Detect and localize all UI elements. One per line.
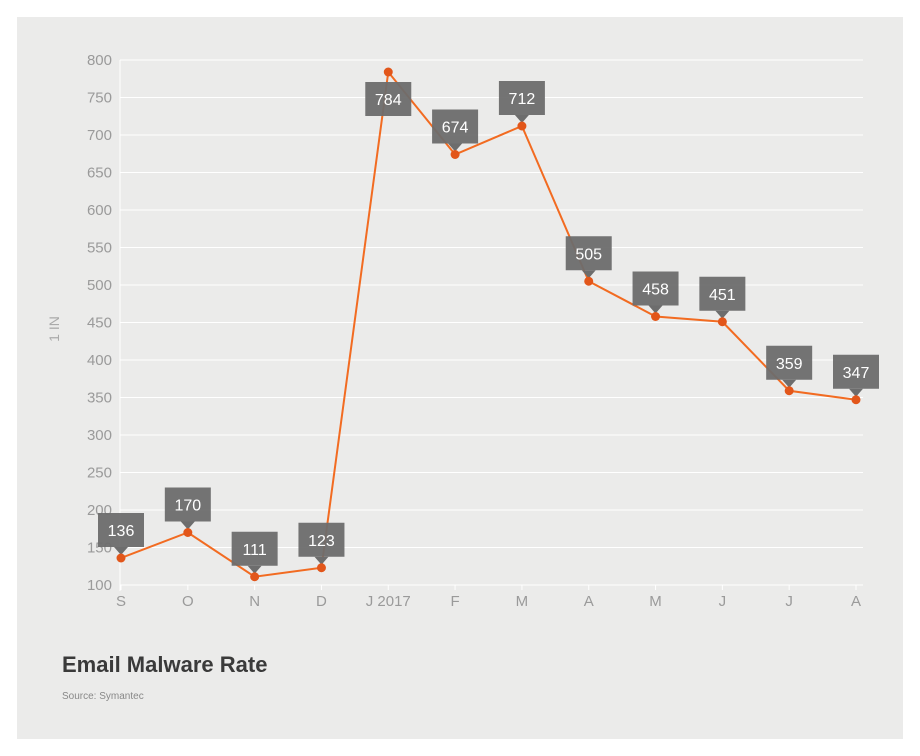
chart-title: Email Malware Rate — [62, 652, 268, 677]
y-tick-label: 700 — [87, 127, 112, 144]
x-tick-label: A — [851, 593, 861, 610]
data-label-box — [498, 81, 545, 115]
x-tick-label: J 2017 — [366, 593, 411, 610]
data-label: 123 — [308, 533, 335, 550]
data-label-box — [699, 276, 746, 311]
data-label-pointer — [114, 547, 128, 555]
x-tick-label: N — [249, 593, 260, 610]
data-label-box — [98, 513, 144, 547]
y-tick-label: 350 — [87, 390, 112, 407]
data-label-box — [432, 109, 479, 144]
y-tick-label: 250 — [87, 465, 112, 482]
data-label-box — [833, 354, 879, 389]
data-label: 111 — [242, 542, 266, 559]
data-point — [250, 572, 260, 582]
data-label-box — [632, 271, 679, 306]
data-label: 674 — [442, 120, 469, 137]
x-tick-label: J — [719, 593, 727, 610]
data-point — [450, 150, 460, 159]
data-label: 712 — [509, 91, 536, 108]
data-label: 784 — [375, 92, 402, 109]
data-label-box — [231, 531, 278, 566]
data-point — [584, 276, 594, 286]
data-label: 505 — [575, 246, 602, 263]
x-tick-label: F — [451, 593, 460, 610]
data-point — [851, 395, 861, 405]
y-tick-label: 500 — [87, 277, 112, 294]
data-label: 451 — [709, 287, 736, 304]
y-tick-label: 600 — [87, 202, 112, 219]
data-label: 458 — [642, 282, 669, 299]
data-label-pointer — [514, 115, 529, 123]
x-tick-label: D — [316, 593, 327, 610]
x-tick-label: J — [785, 593, 793, 610]
data-label-pointer — [782, 379, 797, 388]
data-label-pointer — [581, 270, 596, 279]
chart-source: Source: Symantec — [62, 691, 144, 702]
data-point — [651, 312, 661, 321]
data-point — [183, 528, 193, 537]
data-label-pointer — [180, 521, 195, 530]
data-label-box — [766, 345, 813, 380]
data-label-box — [565, 236, 612, 271]
y-tick-label: 400 — [87, 352, 112, 369]
x-tick-label: O — [182, 593, 194, 610]
chart-panel: 100 150 200 250 300 350 400 450 500 550 600 650 700 7… — [17, 17, 903, 739]
data-point — [784, 386, 794, 396]
data-point — [383, 67, 393, 77]
x-tick-label: M — [649, 593, 662, 610]
data-point — [316, 563, 326, 573]
y-axis-label: 1 IN — [46, 316, 62, 342]
data-label-pointer — [849, 388, 863, 397]
line-chart: 1001502002503003504004505005506006507007… — [46, 52, 879, 610]
data-label-pointer — [247, 565, 262, 574]
data-label: 359 — [776, 356, 803, 373]
y-tick-label: 450 — [87, 315, 112, 332]
data-point — [717, 317, 727, 327]
x-tick-label: A — [584, 593, 594, 610]
data-point — [517, 121, 527, 131]
series-line — [120, 69, 857, 578]
data-label: 347 — [843, 365, 870, 382]
y-tick-label: 800 — [87, 52, 112, 69]
data-label-box — [164, 487, 211, 522]
data-label: 170 — [174, 498, 201, 515]
y-tick-label: 650 — [87, 165, 112, 182]
y-tick-label: 300 — [87, 427, 112, 444]
x-tick-label: S — [116, 593, 126, 610]
y-tick-label: 550 — [87, 240, 112, 257]
y-tick-label: 750 — [87, 90, 112, 107]
y-tick-label: 100 — [87, 577, 112, 594]
data-label-pointer — [648, 305, 663, 314]
data-label-box — [298, 522, 345, 557]
data-label-box — [365, 82, 412, 116]
data-label-pointer — [314, 556, 329, 565]
data-label: 136 — [108, 523, 135, 540]
data-label-pointer — [715, 310, 730, 319]
data-label-pointer — [448, 143, 463, 152]
data-point — [116, 553, 126, 563]
x-tick-label: M — [516, 593, 529, 610]
